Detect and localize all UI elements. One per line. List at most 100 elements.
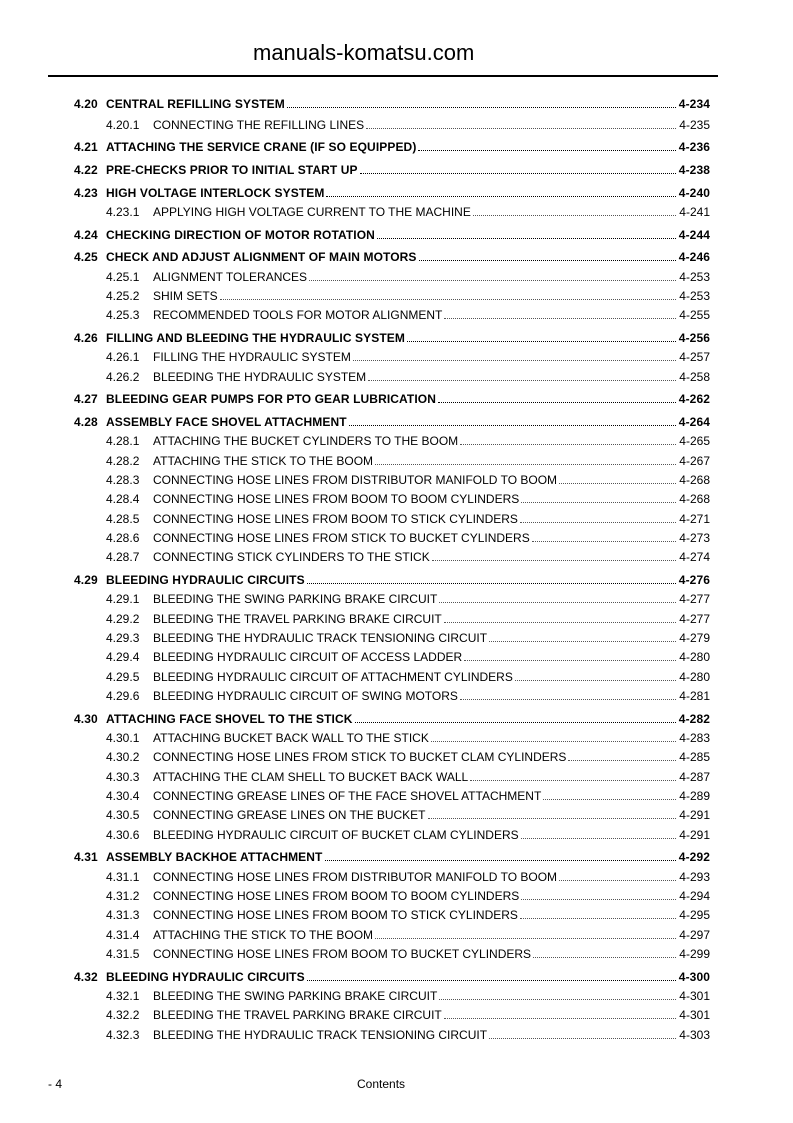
entry-title: FILLING THE HYDRAULIC SYSTEM [153,350,351,364]
entry-number: 4.30.5 [106,808,140,822]
toc-subsection-entry[interactable]: 4.28.2 ATTACHING THE STICK TO THE BOOM 4-2… [106,452,710,468]
entry-number: 4.28.5 [106,512,140,526]
toc-subsection-entry[interactable]: 4.20.1 CONNECTING THE REFILLING LINES 4-23… [106,116,710,132]
dot-leader [359,173,676,174]
toc-subsection-entry[interactable]: 4.30.6 BLEEDING HYDRAULIC CIRCUIT OF BUCK… [106,826,710,842]
entry-page: 4-257 [679,350,710,364]
toc-section-entry[interactable]: 4.32 BLEEDING HYDRAULIC CIRCUITS 4-300 [74,968,710,984]
toc-subsection-entry[interactable]: 4.29.3 BLEEDING THE HYDRAULIC TRACK TENSI… [106,629,710,645]
toc-subsection-entry[interactable]: 4.31.4 ATTACHING THE STICK TO THE BOOM 4-2… [106,926,710,942]
toc-section-entry[interactable]: 4.23 HIGH VOLTAGE INTERLOCK SYSTEM 4-240 [74,184,710,200]
dot-leader [444,318,677,319]
dot-leader [543,799,677,800]
dot-leader [489,641,677,642]
dot-leader [460,444,677,445]
entry-number: 4.23 [74,186,98,200]
toc-subsection-entry[interactable]: 4.29.2 BLEEDING THE TRAVEL PARKING BRAKE … [106,610,710,626]
toc-subsection-entry[interactable]: 4.30.4 CONNECTING GREASE LINES OF THE FAC… [106,787,710,803]
entry-number: 4.30.2 [106,750,140,764]
toc-section-entry[interactable]: 4.25 CHECK AND ADJUST ALIGNMENT OF MAIN M… [74,248,710,264]
entry-number: 4.29.3 [106,631,140,645]
toc-subsection-entry[interactable]: 4.30.3 ATTACHING THE CLAM SHELL TO BUCKET… [106,768,710,784]
entry-title: HIGH VOLTAGE INTERLOCK SYSTEM [106,186,325,200]
toc-subsection-entry[interactable]: 4.25.1 ALIGNMENT TOLERANCES 4-253 [106,268,710,284]
entry-title: CENTRAL REFILLING SYSTEM [106,97,285,111]
entry-title: SHIM SETS [153,289,218,303]
entry-page: 4-289 [679,789,710,803]
toc-subsection-entry[interactable]: 4.31.1 CONNECTING HOSE LINES FROM DISTRIB… [106,868,710,884]
toc-subsection-entry[interactable]: 4.30.2 CONNECTING HOSE LINES FROM STICK T… [106,748,710,764]
toc-subsection-entry[interactable]: 4.29.1 BLEEDING THE SWING PARKING BRAKE C… [106,590,710,606]
entry-number: 4.21 [74,140,98,154]
toc-section-entry[interactable]: 4.21 ATTACHING THE SERVICE CRANE (IF SO E… [74,138,710,154]
entry-page: 4-253 [679,270,710,284]
entry-number: 4.28.4 [106,492,140,506]
entry-page: 4-238 [678,163,710,177]
toc-section-entry[interactable]: 4.20 CENTRAL REFILLING SYSTEM 4-234 [74,95,710,111]
entry-number: 4.32.2 [106,1008,140,1022]
toc-section-entry[interactable]: 4.22 PRE-CHECKS PRIOR TO INITIAL START UP… [74,161,710,177]
toc-subsection-entry[interactable]: 4.28.7 CONNECTING STICK CYLINDERS TO THE … [106,548,710,564]
entry-title: CHECKING DIRECTION OF MOTOR ROTATION [106,228,375,242]
entry-number: 4.31.2 [106,889,140,903]
toc-section-entry[interactable]: 4.24 CHECKING DIRECTION OF MOTOR ROTATION… [74,226,710,242]
entry-page: 4-268 [679,492,710,506]
entry-page: 4-291 [679,808,710,822]
toc-section-entry[interactable]: 4.26 FILLING AND BLEEDING THE HYDRAULIC S… [74,329,710,345]
entry-title: ATTACHING THE STICK TO THE BOOM [153,454,374,468]
toc-section-entry[interactable]: 4.30 ATTACHING FACE SHOVEL TO THE STICK 4-… [74,710,710,726]
toc-subsection-entry[interactable]: 4.28.1 ATTACHING THE BUCKET CYLINDERS TO … [106,432,710,448]
entry-page: 4-280 [679,670,710,684]
toc-subsection-entry[interactable]: 4.31.2 CONNECTING HOSE LINES FROM BOOM TO… [106,887,710,903]
toc-section-entry[interactable]: 4.28 ASSEMBLY FACE SHOVEL ATTACHMENT 4-264 [74,413,710,429]
toc-subsection-entry[interactable]: 4.28.6 CONNECTING HOSE LINES FROM STICK T… [106,529,710,545]
entry-title: CHECK AND ADJUST ALIGNMENT OF MAIN MOTOR… [106,250,417,264]
dot-leader [309,280,677,281]
toc-subsection-entry[interactable]: 4.32.2 BLEEDING THE TRAVEL PARKING BRAKE … [106,1006,710,1022]
entry-page: 4-292 [678,850,710,864]
toc-subsection-entry[interactable]: 4.28.4 CONNECTING HOSE LINES FROM BOOM TO… [106,490,710,506]
toc-subsection-entry[interactable]: 4.31.5 CONNECTING HOSE LINES FROM BOOM TO… [106,945,710,961]
toc-section-entry[interactable]: 4.29 BLEEDING HYDRAULIC CIRCUITS 4-276 [74,571,710,587]
toc-subsection-entry[interactable]: 4.25.2 SHIM SETS 4-253 [106,287,710,303]
toc-subsection-entry[interactable]: 4.31.3 CONNECTING HOSE LINES FROM BOOM TO… [106,906,710,922]
entry-number: 4.32 [74,970,98,984]
entry-title: BLEEDING THE HYDRAULIC SYSTEM [153,370,367,384]
entry-title: APPLYING HIGH VOLTAGE CURRENT TO THE MAC… [153,205,471,219]
toc-subsection-entry[interactable]: 4.26.2 BLEEDING THE HYDRAULIC SYSTEM 4-258 [106,368,710,384]
entry-title: CONNECTING HOSE LINES FROM BOOM TO STICK… [153,512,518,526]
entry-number: 4.31 [74,850,98,864]
toc-subsection-entry[interactable]: 4.32.3 BLEEDING THE HYDRAULIC TRACK TENSI… [106,1026,710,1042]
toc-section-entry[interactable]: 4.31 ASSEMBLY BACKHOE ATTACHMENT 4-292 [74,848,710,864]
dot-leader [489,1038,677,1039]
toc-subsection-entry[interactable]: 4.29.5 BLEEDING HYDRAULIC CIRCUIT OF ATTA… [106,668,710,684]
toc-subsection-entry[interactable]: 4.25.3 RECOMMENDED TOOLS FOR MOTOR ALIGNM… [106,306,710,322]
entry-number: 4.32.1 [106,989,140,1003]
dot-leader [439,602,677,603]
dot-leader [407,341,676,342]
entry-number: 4.26.2 [106,370,140,384]
toc-subsection-entry[interactable]: 4.28.5 CONNECTING HOSE LINES FROM BOOM TO… [106,510,710,526]
toc-subsection-entry[interactable]: 4.26.1 FILLING THE HYDRAULIC SYSTEM 4-257 [106,348,710,364]
toc-section-entry[interactable]: 4.27 BLEEDING GEAR PUMPS FOR PTO GEAR LUB… [74,390,710,406]
entry-page: 4-301 [679,1008,710,1022]
entry-number: 4.25 [74,250,98,264]
entry-number: 4.28.7 [106,550,140,564]
toc-subsection-entry[interactable]: 4.30.1 ATTACHING BUCKET BACK WALL TO THE … [106,729,710,745]
entry-number: 4.22 [74,163,98,177]
toc-subsection-entry[interactable]: 4.30.5 CONNECTING GREASE LINES ON THE BUC… [106,806,710,822]
entry-title: CONNECTING GREASE LINES ON THE BUCKET [153,808,426,822]
entry-page: 4-303 [679,1028,710,1042]
entry-page: 4-299 [679,947,710,961]
entry-page: 4-264 [678,415,710,429]
entry-title: CONNECTING HOSE LINES FROM BOOM TO STICK… [153,908,518,922]
entry-page: 4-279 [679,631,710,645]
toc-subsection-entry[interactable]: 4.28.3 CONNECTING HOSE LINES FROM DISTRIB… [106,471,710,487]
entry-title: CONNECTING HOSE LINES FROM DISTRIBUTOR M… [153,870,558,884]
entry-number: 4.29.1 [106,592,140,606]
toc-subsection-entry[interactable]: 4.29.6 BLEEDING HYDRAULIC CIRCUIT OF SWIN… [106,687,710,703]
entry-number: 4.28.2 [106,454,140,468]
toc-subsection-entry[interactable]: 4.23.1 APPLYING HIGH VOLTAGE CURRENT TO T… [106,203,710,219]
toc-subsection-entry[interactable]: 4.29.4 BLEEDING HYDRAULIC CIRCUIT OF ACCE… [106,648,710,664]
toc-subsection-entry[interactable]: 4.32.1 BLEEDING THE SWING PARKING BRAKE C… [106,987,710,1003]
